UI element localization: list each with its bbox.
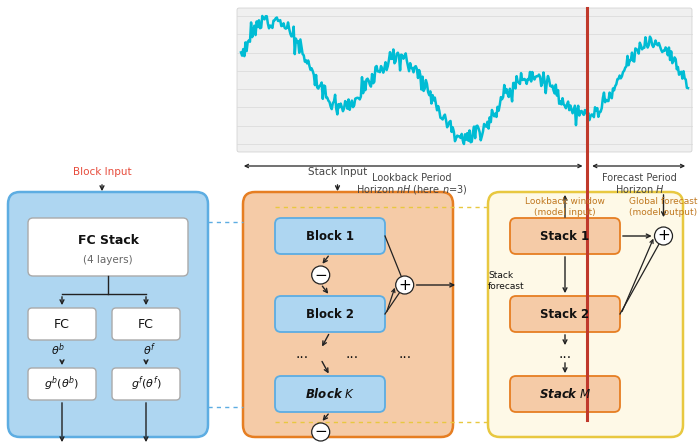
FancyBboxPatch shape	[510, 376, 620, 412]
Text: Stack
forecast: Stack forecast	[488, 271, 524, 291]
FancyBboxPatch shape	[28, 368, 96, 400]
Circle shape	[312, 423, 330, 441]
FancyBboxPatch shape	[28, 308, 96, 340]
Circle shape	[654, 227, 673, 245]
Text: Horizon $H$: Horizon $H$	[615, 183, 664, 195]
Circle shape	[395, 276, 414, 294]
Text: Block 1: Block 1	[306, 229, 354, 243]
Text: Stack Input: Stack Input	[308, 167, 367, 177]
Text: Stack 2: Stack 2	[540, 308, 589, 320]
Circle shape	[312, 266, 330, 284]
Text: Horizon $nH$ (here $n$=3): Horizon $nH$ (here $n$=3)	[356, 182, 468, 195]
FancyBboxPatch shape	[275, 376, 385, 412]
Text: (4 layers): (4 layers)	[83, 255, 133, 265]
Text: FC: FC	[54, 317, 70, 330]
Text: $\theta^f$: $\theta^f$	[144, 342, 157, 358]
Text: +: +	[398, 278, 411, 292]
FancyBboxPatch shape	[275, 218, 385, 254]
FancyBboxPatch shape	[8, 192, 208, 437]
Text: ...: ...	[295, 347, 309, 361]
Text: ...: ...	[559, 347, 572, 361]
Text: $g^f(\theta^f)$: $g^f(\theta^f)$	[130, 375, 162, 393]
FancyBboxPatch shape	[510, 296, 620, 332]
Text: ...: ...	[346, 347, 359, 361]
FancyBboxPatch shape	[243, 192, 453, 437]
Text: Stack $M$: Stack $M$	[538, 387, 592, 401]
Text: Block Input: Block Input	[73, 167, 132, 177]
Text: −: −	[314, 267, 327, 283]
FancyBboxPatch shape	[510, 218, 620, 254]
FancyBboxPatch shape	[28, 218, 188, 276]
Text: +: +	[657, 228, 670, 244]
Text: ...: ...	[398, 347, 412, 361]
Text: $g^b(\theta^b)$: $g^b(\theta^b)$	[44, 375, 80, 393]
FancyBboxPatch shape	[112, 308, 180, 340]
FancyBboxPatch shape	[112, 368, 180, 400]
Text: Block $K$: Block $K$	[304, 387, 355, 401]
Text: FC: FC	[138, 317, 154, 330]
Text: Block 2: Block 2	[306, 308, 354, 320]
Text: Lookback window
(model input): Lookback window (model input)	[525, 197, 605, 217]
Text: $\theta^b$: $\theta^b$	[51, 342, 65, 358]
FancyBboxPatch shape	[275, 296, 385, 332]
Text: Forecast Period: Forecast Period	[602, 173, 677, 183]
Text: Lookback Period: Lookback Period	[372, 173, 452, 183]
Text: FC Stack: FC Stack	[78, 233, 139, 247]
Text: Stack 1: Stack 1	[540, 229, 589, 243]
FancyBboxPatch shape	[237, 8, 692, 152]
FancyBboxPatch shape	[488, 192, 683, 437]
Text: Global forecast
(model output): Global forecast (model output)	[629, 197, 698, 217]
Text: −: −	[314, 425, 327, 439]
